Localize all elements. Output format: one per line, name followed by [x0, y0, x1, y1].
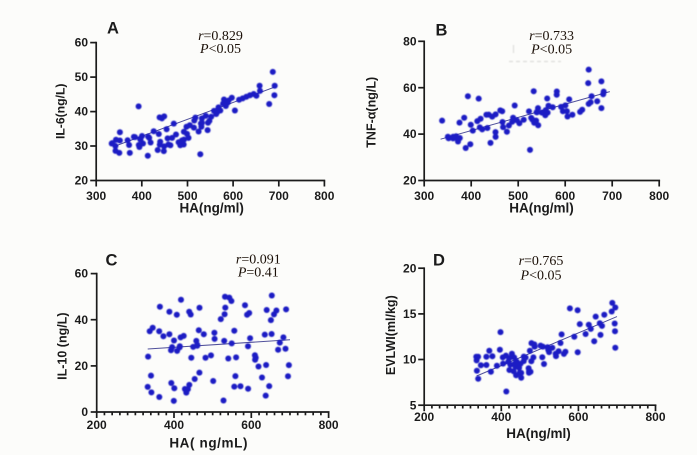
svg-text:200: 200 [87, 418, 107, 432]
svg-text:40: 40 [75, 105, 89, 119]
svg-text:40: 40 [403, 127, 417, 141]
svg-text:IL-6(ng/L): IL-6(ng/L) [54, 84, 68, 140]
svg-text:10: 10 [403, 353, 417, 367]
svg-text:P<0.05: P<0.05 [520, 269, 562, 284]
svg-text:600: 600 [223, 189, 243, 203]
svg-text:HA(ng/ml): HA(ng/ml) [506, 426, 571, 441]
svg-text:A: A [107, 20, 119, 38]
svg-text:800: 800 [649, 189, 669, 203]
svg-text:r=0.765: r=0.765 [519, 254, 564, 269]
svg-text:400: 400 [491, 410, 511, 424]
svg-text:D: D [433, 252, 445, 270]
svg-text:60: 60 [75, 36, 89, 50]
svg-text:50: 50 [75, 70, 89, 84]
svg-text:P<0.05: P<0.05 [199, 42, 241, 57]
svg-text:700: 700 [269, 189, 289, 203]
svg-text:r=0.091: r=0.091 [236, 252, 281, 267]
svg-text:40: 40 [75, 313, 89, 327]
svg-text:EVLWI(ml/kg): EVLWI(ml/kg) [384, 295, 398, 375]
svg-text:300: 300 [86, 189, 106, 203]
svg-text:20: 20 [403, 174, 417, 188]
svg-text:800: 800 [314, 189, 334, 203]
svg-text:HA( ng/mL): HA( ng/mL) [169, 436, 248, 451]
svg-text:400: 400 [164, 418, 184, 432]
svg-text:20: 20 [75, 174, 89, 188]
svg-text:20: 20 [403, 261, 417, 275]
svg-text:400: 400 [132, 189, 152, 203]
svg-text:600: 600 [568, 410, 588, 424]
svg-text:600: 600 [555, 189, 575, 203]
svg-text:300: 300 [414, 189, 434, 203]
svg-text:IL-10 (ng/L): IL-10 (ng/L) [56, 313, 70, 380]
svg-text:HA(ng/ml): HA(ng/ml) [509, 201, 574, 216]
svg-text:200: 200 [414, 410, 434, 424]
svg-text:500: 500 [177, 189, 197, 203]
svg-text:P<0.05: P<0.05 [530, 42, 572, 57]
svg-text:30: 30 [75, 139, 89, 153]
svg-text:r=0.829: r=0.829 [198, 29, 243, 44]
svg-text:P=0.41: P=0.41 [237, 266, 279, 281]
svg-text:5: 5 [410, 398, 417, 412]
svg-text:500: 500 [508, 189, 528, 203]
svg-text:800: 800 [645, 410, 665, 424]
svg-text:800: 800 [319, 418, 339, 432]
svg-text:HA(ng/ml): HA(ng/ml) [179, 201, 244, 216]
svg-text:B: B [436, 21, 448, 39]
svg-text:80: 80 [403, 34, 417, 48]
svg-text:r=0.733: r=0.733 [529, 29, 574, 44]
svg-text:600: 600 [241, 418, 261, 432]
svg-text:TNF-α(ng/L): TNF-α(ng/L) [365, 77, 379, 148]
svg-text:0: 0 [81, 405, 88, 419]
svg-text:15: 15 [403, 307, 417, 321]
svg-text:700: 700 [602, 189, 622, 203]
svg-text:400: 400 [461, 189, 481, 203]
svg-text:20: 20 [75, 359, 89, 373]
svg-text:C: C [106, 251, 118, 269]
svg-text:60: 60 [403, 81, 417, 95]
svg-text:60: 60 [75, 267, 89, 281]
